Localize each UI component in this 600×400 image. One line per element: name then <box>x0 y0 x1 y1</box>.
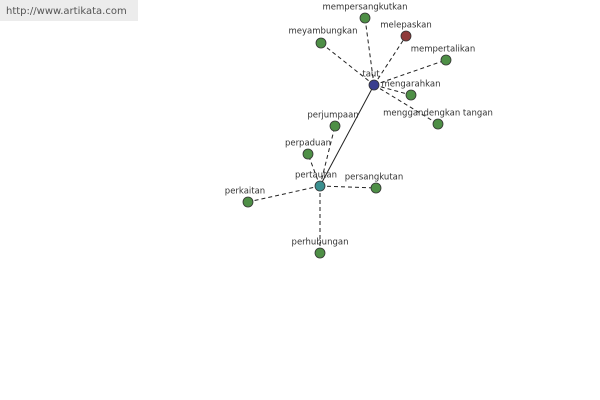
node <box>400 30 412 42</box>
edge <box>319 125 336 187</box>
node <box>359 12 371 24</box>
url-banner <box>0 0 138 21</box>
node-label: mengarahkan <box>382 80 441 90</box>
edge <box>247 185 321 203</box>
edge <box>364 17 375 86</box>
edge <box>373 59 447 86</box>
node-label: perjumpaan <box>307 111 358 121</box>
node-label: taut <box>362 70 380 80</box>
node <box>329 120 341 132</box>
node <box>370 182 382 194</box>
edges <box>247 17 447 253</box>
node-label: menggandengkan tangan <box>383 109 493 119</box>
edge <box>373 84 412 96</box>
node-label: perhubungan <box>292 238 349 248</box>
node <box>405 89 417 101</box>
node-label: persangkutan <box>345 173 404 183</box>
node-label: mempertalikan <box>411 45 476 55</box>
node-label: mempersangkutkan <box>322 3 407 13</box>
node-label: perpaduan <box>285 139 331 149</box>
node-label: pertautan <box>295 171 337 181</box>
edge <box>320 42 375 86</box>
node <box>440 54 452 66</box>
node-label: melepaskan <box>380 21 432 31</box>
edge <box>373 35 407 86</box>
node <box>314 247 326 259</box>
node <box>368 79 380 91</box>
edge <box>307 153 321 187</box>
edge <box>373 84 439 125</box>
node <box>242 196 254 208</box>
url-text: http://www.artikata.com <box>6 6 127 17</box>
node <box>314 180 326 192</box>
node <box>315 37 327 49</box>
node <box>302 148 314 160</box>
node-label: perkaitan <box>225 187 265 197</box>
edge <box>319 84 375 187</box>
labels: taut mempersangkutkan melepaskan meyambu… <box>225 3 493 248</box>
edge <box>319 185 377 189</box>
node-label: meyambungkan <box>289 27 358 37</box>
nodes <box>242 12 452 259</box>
node <box>432 118 444 130</box>
